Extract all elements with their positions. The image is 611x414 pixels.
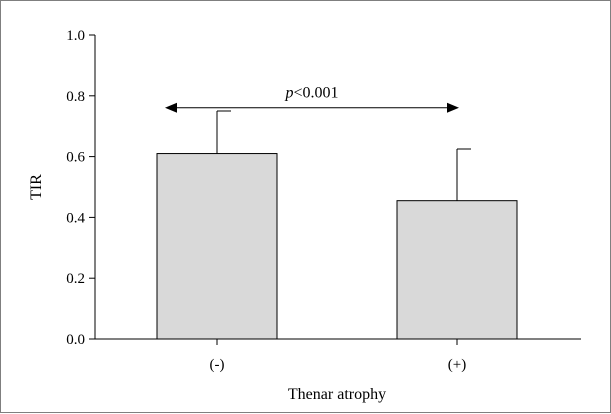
y-axis-label: TIR xyxy=(28,174,45,200)
y-tick-label: 0.0 xyxy=(66,332,85,348)
significance-annotation: p<0.001 xyxy=(165,85,459,113)
p-value-label: p<0.001 xyxy=(284,85,338,102)
x-axis: (-) (+) xyxy=(95,338,581,373)
y-tick-label: 0.2 xyxy=(66,271,85,287)
p-italic: p xyxy=(284,85,293,102)
p-rest: <0.001 xyxy=(293,85,338,102)
y-tick-label: 0.6 xyxy=(66,150,85,166)
x-axis-label: Thenar atrophy xyxy=(288,386,386,403)
bar xyxy=(396,200,518,340)
y-tick-label: 0.4 xyxy=(66,210,85,226)
x-tick-label: (+) xyxy=(448,357,466,373)
bar xyxy=(156,153,278,340)
y-tick-label: 1.0 xyxy=(66,28,85,44)
y-axis: 0.0 0.2 0.4 0.6 0.8 1.0 xyxy=(66,28,96,348)
bars xyxy=(156,153,518,340)
arrow-head-left xyxy=(165,102,177,113)
arrow-head-right xyxy=(447,102,459,113)
error-bars xyxy=(216,110,471,201)
x-tick-label: (-) xyxy=(210,357,225,373)
y-tick-label: 0.8 xyxy=(66,89,85,105)
